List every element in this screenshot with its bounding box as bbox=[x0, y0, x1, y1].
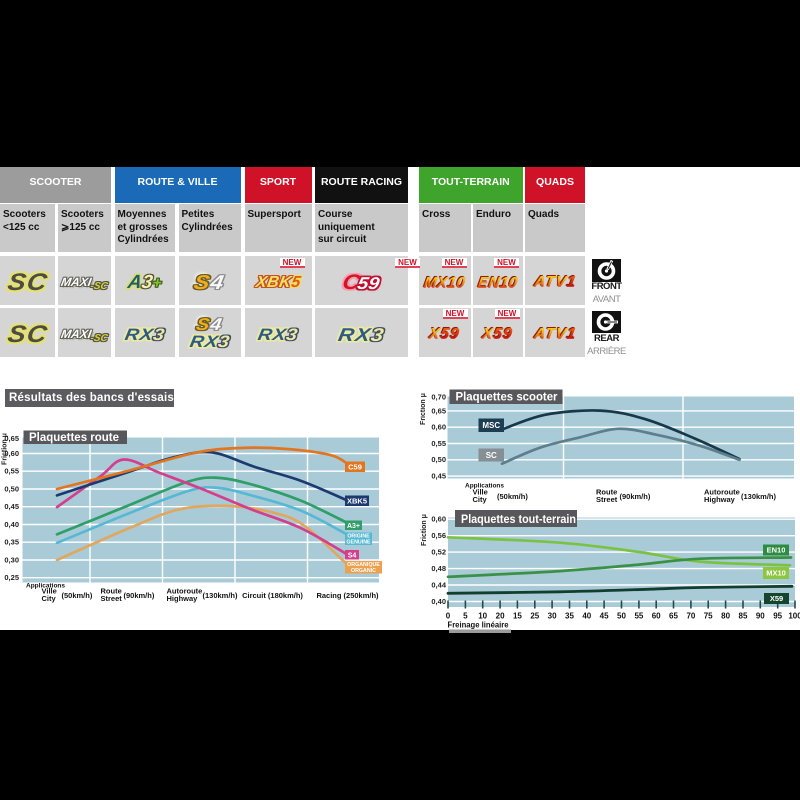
svg-text:75: 75 bbox=[704, 612, 713, 621]
svg-text:0,35: 0,35 bbox=[4, 538, 19, 547]
svg-text:Autoroute: Autoroute bbox=[704, 488, 740, 497]
svg-text:Friction μ: Friction μ bbox=[2, 433, 9, 465]
svg-text:0,30: 0,30 bbox=[4, 555, 19, 564]
svg-text:Highway: Highway bbox=[704, 495, 736, 504]
svg-text:10: 10 bbox=[478, 612, 487, 621]
svg-text:City: City bbox=[473, 495, 488, 504]
svg-text:0: 0 bbox=[446, 612, 451, 621]
svg-text:Friction μ: Friction μ bbox=[420, 393, 427, 425]
svg-text:0,55: 0,55 bbox=[4, 467, 19, 476]
svg-text:(90km/h): (90km/h) bbox=[124, 591, 155, 600]
svg-text:ORGANIQUE: ORGANIQUE bbox=[347, 562, 380, 568]
svg-text:EN10: EN10 bbox=[767, 546, 786, 555]
svg-text:Applications: Applications bbox=[26, 583, 65, 590]
svg-text:ORIGINE: ORIGINE bbox=[347, 534, 370, 540]
svg-text:X59: X59 bbox=[770, 594, 783, 603]
svg-text:15: 15 bbox=[513, 612, 522, 621]
svg-text:0,60: 0,60 bbox=[4, 449, 19, 458]
svg-text:0,55: 0,55 bbox=[431, 439, 446, 448]
svg-text:20: 20 bbox=[496, 612, 505, 621]
svg-text:0,50: 0,50 bbox=[431, 455, 446, 464]
svg-text:85: 85 bbox=[739, 612, 748, 621]
svg-text:30: 30 bbox=[548, 612, 557, 621]
svg-text:A3+: A3+ bbox=[347, 523, 360, 530]
svg-text:GENUINE: GENUINE bbox=[346, 540, 371, 546]
svg-text:65: 65 bbox=[669, 612, 678, 621]
svg-text:0,60: 0,60 bbox=[431, 515, 446, 524]
svg-text:0,40: 0,40 bbox=[431, 597, 446, 606]
svg-text:50: 50 bbox=[617, 612, 626, 621]
svg-text:Freinage linéaire: Freinage linéaire bbox=[448, 620, 509, 630]
svg-text:5: 5 bbox=[463, 612, 468, 621]
svg-text:45: 45 bbox=[600, 612, 609, 621]
svg-text:S4: S4 bbox=[348, 552, 357, 559]
svg-text:0,60: 0,60 bbox=[431, 423, 446, 432]
svg-text:Autoroute: Autoroute bbox=[167, 587, 203, 596]
svg-text:80: 80 bbox=[721, 612, 730, 621]
svg-text:0,65: 0,65 bbox=[431, 406, 446, 415]
svg-text:0,45: 0,45 bbox=[431, 472, 446, 481]
svg-text:Street: Street bbox=[101, 594, 123, 603]
svg-text:(130km/h): (130km/h) bbox=[203, 591, 239, 600]
svg-text:0,44: 0,44 bbox=[431, 580, 446, 589]
svg-text:0,52: 0,52 bbox=[431, 548, 446, 557]
svg-text:XBK5: XBK5 bbox=[347, 496, 367, 505]
svg-text:55: 55 bbox=[634, 612, 643, 621]
svg-text:C59: C59 bbox=[348, 462, 362, 471]
svg-text:Ville: Ville bbox=[473, 488, 488, 497]
svg-text:Ville: Ville bbox=[42, 587, 57, 596]
svg-text:90: 90 bbox=[756, 612, 765, 621]
svg-text:0,45: 0,45 bbox=[4, 502, 19, 511]
svg-text:MX10: MX10 bbox=[766, 569, 786, 578]
svg-text:0,48: 0,48 bbox=[431, 564, 446, 573]
svg-text:(90km/h): (90km/h) bbox=[620, 492, 651, 501]
svg-text:MSC: MSC bbox=[482, 421, 500, 430]
svg-text:SC: SC bbox=[486, 451, 497, 460]
svg-text:60: 60 bbox=[652, 612, 661, 621]
svg-text:70: 70 bbox=[686, 612, 695, 621]
svg-text:0,25: 0,25 bbox=[4, 573, 19, 582]
svg-text:Friction μ: Friction μ bbox=[421, 514, 428, 546]
svg-text:Plaquettes route: Plaquettes route bbox=[29, 430, 119, 444]
svg-text:0,70: 0,70 bbox=[431, 393, 446, 402]
svg-text:0,65: 0,65 bbox=[4, 434, 19, 443]
svg-text:City: City bbox=[42, 594, 57, 603]
svg-text:(130km/h): (130km/h) bbox=[741, 492, 777, 501]
svg-text:95: 95 bbox=[773, 612, 782, 621]
svg-text:Highway: Highway bbox=[167, 594, 199, 603]
svg-text:Applications: Applications bbox=[465, 483, 504, 490]
svg-text:Plaquettes tout-terrain: Plaquettes tout-terrain bbox=[461, 512, 576, 526]
svg-text:Plaquettes scooter: Plaquettes scooter bbox=[456, 390, 558, 404]
svg-text:100: 100 bbox=[788, 612, 800, 621]
svg-text:Circuit (180km/h): Circuit (180km/h) bbox=[242, 591, 303, 600]
svg-text:Street: Street bbox=[596, 495, 618, 504]
svg-text:Racing (250km/h): Racing (250km/h) bbox=[316, 591, 379, 600]
svg-text:Route: Route bbox=[101, 587, 122, 596]
svg-text:40: 40 bbox=[582, 612, 591, 621]
svg-text:ORGANIC: ORGANIC bbox=[351, 568, 376, 574]
svg-text:35: 35 bbox=[565, 612, 574, 621]
svg-text:0,56: 0,56 bbox=[431, 531, 446, 540]
svg-text:Route: Route bbox=[596, 488, 617, 497]
svg-text:(50km/h): (50km/h) bbox=[62, 591, 93, 600]
svg-text:0,50: 0,50 bbox=[4, 484, 19, 493]
svg-text:(50km/h): (50km/h) bbox=[497, 492, 528, 501]
svg-text:25: 25 bbox=[530, 612, 539, 621]
svg-text:0,40: 0,40 bbox=[4, 520, 19, 529]
